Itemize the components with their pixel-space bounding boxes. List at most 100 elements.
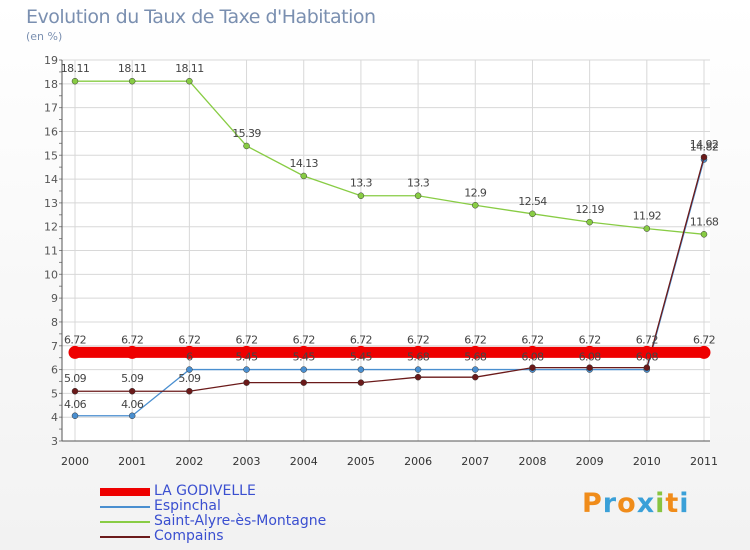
data-label: 5.09 [178,372,201,385]
y-tick-label: 17 [44,102,58,115]
data-point [583,345,597,359]
data-point [71,77,79,85]
x-tick-label: 2005 [347,455,375,468]
data-point [640,345,654,359]
data-label: 6.72 [579,333,601,346]
data-label: 18.11 [175,62,204,75]
logo-letter: x [636,488,656,519]
data-point [125,345,139,359]
data-label: 12.9 [464,186,487,199]
data-label: 5.45 [350,351,373,364]
data-label: 6.08 [521,351,544,364]
legend-item: Espinchal [100,499,326,514]
data-point [472,366,479,373]
data-label: 14.13 [289,157,318,170]
data-point [186,387,193,395]
data-point [586,218,593,226]
data-label: 6.72 [693,333,715,346]
data-label: 14.92 [690,138,719,151]
x-tick-label: 2004 [290,455,318,468]
data-point [586,364,593,371]
data-label: 18.11 [118,62,147,75]
data-point [300,366,307,373]
data-label: 6.72 [350,333,372,346]
data-point [472,373,479,381]
y-tick-label: 16 [44,125,58,138]
legend-item: Compains [100,529,326,544]
data-label: 4.06 [121,398,144,411]
logo-letter: i [679,488,690,519]
data-point [414,373,422,381]
legend-item: Saint-Alyre-ès-Montagne [100,514,326,529]
data-label: 6.72 [178,333,200,346]
y-tick-label: 9 [51,292,58,305]
legend-swatch [100,535,150,538]
y-tick-label: 3 [51,435,58,448]
data-point [357,379,365,386]
data-point [243,366,250,373]
data-label: 12.54 [518,195,547,208]
x-tick-label: 2002 [175,455,203,468]
data-label: 5.09 [64,372,87,385]
data-point [529,210,536,218]
chart-subtitle: (en %) [26,30,63,43]
legend-swatch [100,505,150,508]
data-label: 6.72 [636,333,658,346]
y-tick-label: 19 [44,54,58,67]
data-point [128,412,136,420]
data-label: 11.92 [633,210,662,223]
data-label: 5.68 [407,351,430,364]
x-tick-label: 2000 [61,455,89,468]
data-point [297,345,311,359]
data-point [529,364,536,371]
proxiti-logo: Proxiti [582,488,690,519]
x-tick-label: 2011 [690,455,718,468]
data-point [128,387,136,395]
legend-label: Compains [154,528,224,544]
x-tick-label: 2007 [461,455,489,468]
data-point [71,387,79,395]
data-point [300,172,307,180]
series-line [75,159,705,417]
x-tick-label: 2009 [576,455,604,468]
y-tick-label: 11 [44,245,58,258]
series-line [75,80,705,235]
data-point [472,202,479,209]
y-tick-label: 8 [51,316,58,329]
data-point [525,345,539,359]
series-line [75,156,705,392]
y-tick-label: 14 [44,173,58,186]
logo-letter: P [582,488,603,519]
data-label: 13.3 [350,177,373,190]
data-point [243,142,250,150]
legend-label: LA GODIVELLE [154,483,256,499]
logo-letter: i [655,488,666,519]
data-point [643,364,651,371]
data-point [700,153,708,161]
data-label: 6.72 [407,333,429,346]
data-label: 6.72 [235,333,257,346]
legend-label: Saint-Alyre-ès-Montagne [154,513,327,529]
data-label: 6.72 [64,333,86,346]
x-tick-label: 2001 [118,455,146,468]
data-label: 6.72 [293,333,315,346]
data-label: 18.11 [61,62,90,75]
legend-label: Espinchal [154,498,221,514]
legend-swatch [100,487,150,496]
chart-title: Evolution du Taux de Taxe d'Habitation [26,6,376,28]
data-label: 6 [186,351,193,364]
y-tick-label: 12 [44,221,58,234]
data-label: 5.45 [293,351,316,364]
data-point [186,366,193,373]
x-tick-label: 2003 [233,455,261,468]
y-tick-label: 13 [44,197,58,210]
chart-legend: LA GODIVELLE Espinchal Saint-Alyre-ès-Mont… [100,484,326,544]
x-tick-label: 2010 [633,455,661,468]
data-point [354,345,368,359]
data-point [240,345,254,359]
data-point [414,366,422,373]
legend-swatch [100,520,150,523]
data-point [182,345,196,359]
data-point [697,345,711,359]
